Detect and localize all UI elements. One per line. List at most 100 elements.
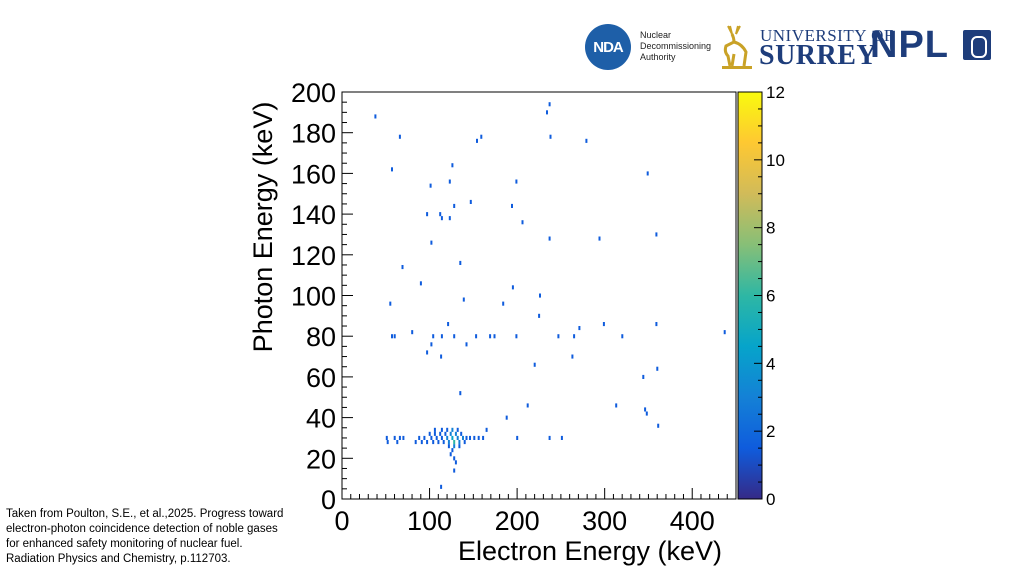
heatmap-bin-45: [453, 334, 456, 339]
y-tick-label: 140: [291, 200, 336, 230]
heatmap-bin-70: [386, 440, 389, 445]
heatmap-bin-49: [515, 334, 518, 339]
surrey-line1: UNIVERSITY OF: [760, 26, 894, 45]
y-tick-label: 200: [291, 78, 336, 108]
heatmap-bin-30: [539, 293, 541, 298]
x-tick-label: 300: [582, 506, 627, 536]
heatmap-bin-12: [515, 179, 518, 184]
heatmap-bin-78: [423, 435, 426, 440]
heatmap-bin-111: [446, 427, 449, 432]
heatmap-bin-64: [644, 407, 647, 412]
y-tick-label: 40: [306, 404, 336, 434]
heatmap-bin-48: [493, 334, 496, 339]
heatmap-bin-34: [538, 313, 541, 318]
heatmap-bin-27: [459, 260, 462, 265]
heatmap-bin-44: [440, 334, 443, 339]
heatmap-bin-14: [469, 199, 472, 204]
y-tick-label: 120: [291, 241, 336, 271]
heatmap-bin-89: [444, 431, 447, 436]
colorbar-tick-label: 12: [766, 83, 785, 102]
heatmap-bin-69: [385, 435, 388, 440]
caption-line: Radiation Physics and Chemistry, p.11270…: [6, 553, 231, 565]
x-tick-label: 0: [334, 506, 349, 536]
heatmap-bin-54: [465, 342, 468, 347]
heatmap-bin-71: [393, 435, 396, 440]
surrey-line2: SURREY: [759, 40, 878, 71]
nda-logo: NDA: [585, 24, 631, 70]
heatmap-bin-39: [723, 330, 726, 335]
heatmap-bin-19: [440, 216, 443, 221]
heatmap-bin-116: [458, 444, 461, 449]
x-tick-label: 400: [670, 506, 715, 536]
heatmap-bin-83: [433, 431, 436, 436]
heatmap-bin-17: [426, 212, 429, 217]
heatmap-bin-25: [655, 232, 658, 237]
heatmap-bin-60: [642, 374, 645, 379]
heatmap-bin-23: [548, 236, 551, 241]
heatmap-bin-104: [477, 435, 480, 440]
heatmap-bin-42: [393, 334, 396, 339]
heatmap-bin-0: [374, 114, 377, 119]
npl-crest-icon: [963, 30, 991, 60]
heatmap-bin-113: [456, 427, 459, 432]
heatmap-bin-40: [578, 326, 581, 331]
heatmap-bin-58: [533, 362, 536, 367]
nda-abbrev: NDA: [593, 38, 623, 56]
npl-logo: NPL: [870, 24, 949, 66]
colorbar-tick-label: 4: [766, 354, 775, 373]
y-tick-label: 180: [291, 119, 336, 149]
heatmap-bin-96: [456, 435, 459, 440]
heatmap-bin-22: [430, 240, 433, 245]
heatmap-bin-33: [502, 301, 505, 306]
colorbar-tick-label: 8: [766, 219, 775, 238]
heatmap-bin-95: [454, 431, 457, 436]
heatmap-bin-2: [391, 167, 393, 172]
heatmap-bin-16: [511, 203, 513, 208]
heatmap-bin-118: [453, 456, 456, 461]
heatmap-bin-6: [585, 138, 588, 143]
heatmap-bin-74: [402, 435, 405, 440]
heatmap-bin-52: [621, 334, 624, 339]
heatmap-bin-107: [548, 435, 551, 440]
heatmap-bin-98: [460, 431, 463, 436]
heatmap-bin-85: [437, 440, 440, 445]
heatmap-bin-61: [459, 391, 462, 396]
heatmap-bin-38: [411, 330, 414, 335]
heatmap-bin-32: [389, 301, 392, 306]
heatmap-bin-43: [432, 334, 435, 339]
heatmap-bin-50: [557, 334, 560, 339]
heatmap-bin-36: [602, 322, 605, 327]
heatmap-bin-100: [463, 440, 466, 445]
heatmap-bin-94: [453, 440, 456, 445]
y-tick-label: 160: [291, 159, 336, 189]
nda-name: Nuclear Decommissioning Authority: [640, 30, 720, 63]
nda-line: Decommissioning: [640, 41, 712, 51]
heatmap-bin-97: [458, 440, 461, 445]
colorbar-tick-label: 10: [766, 151, 785, 170]
heatmap-bin-121: [453, 468, 456, 473]
heatmap-bin-119: [454, 460, 457, 465]
heatmap-bin-11: [429, 183, 432, 188]
heatmap-bin-65: [645, 411, 648, 416]
colorbar-tick-label: 6: [766, 287, 775, 306]
heatmap-bin-5: [549, 134, 552, 139]
heatmap-bin-13: [646, 171, 649, 176]
y-tick-label: 80: [306, 322, 336, 352]
citation-caption: Taken from Poulton, S.E., et al.,2025. P…: [6, 507, 326, 567]
heatmap-bin-87: [440, 435, 443, 440]
heatmap-bin-109: [433, 427, 436, 432]
heatmap-bin-117: [449, 452, 452, 457]
heatmap-bin-8: [480, 134, 483, 139]
heatmap-bin-93: [451, 435, 454, 440]
heatmap-bins: [374, 102, 726, 489]
heatmap-bin-67: [657, 423, 660, 428]
heatmap-bin-66: [505, 415, 508, 420]
heatmap-bin-81: [430, 435, 433, 440]
heatmap-bin-21: [521, 220, 524, 225]
heatmap-bin-41: [391, 334, 393, 339]
y-axis-ticks: 0 20 40 60 80 100 120 140 160 180 200: [291, 78, 353, 515]
surrey-stag-icon: [722, 25, 752, 69]
heatmap-bin-73: [398, 435, 401, 440]
colorbar-tick-label: 0: [766, 490, 775, 509]
heatmap-bin-122: [440, 484, 443, 489]
